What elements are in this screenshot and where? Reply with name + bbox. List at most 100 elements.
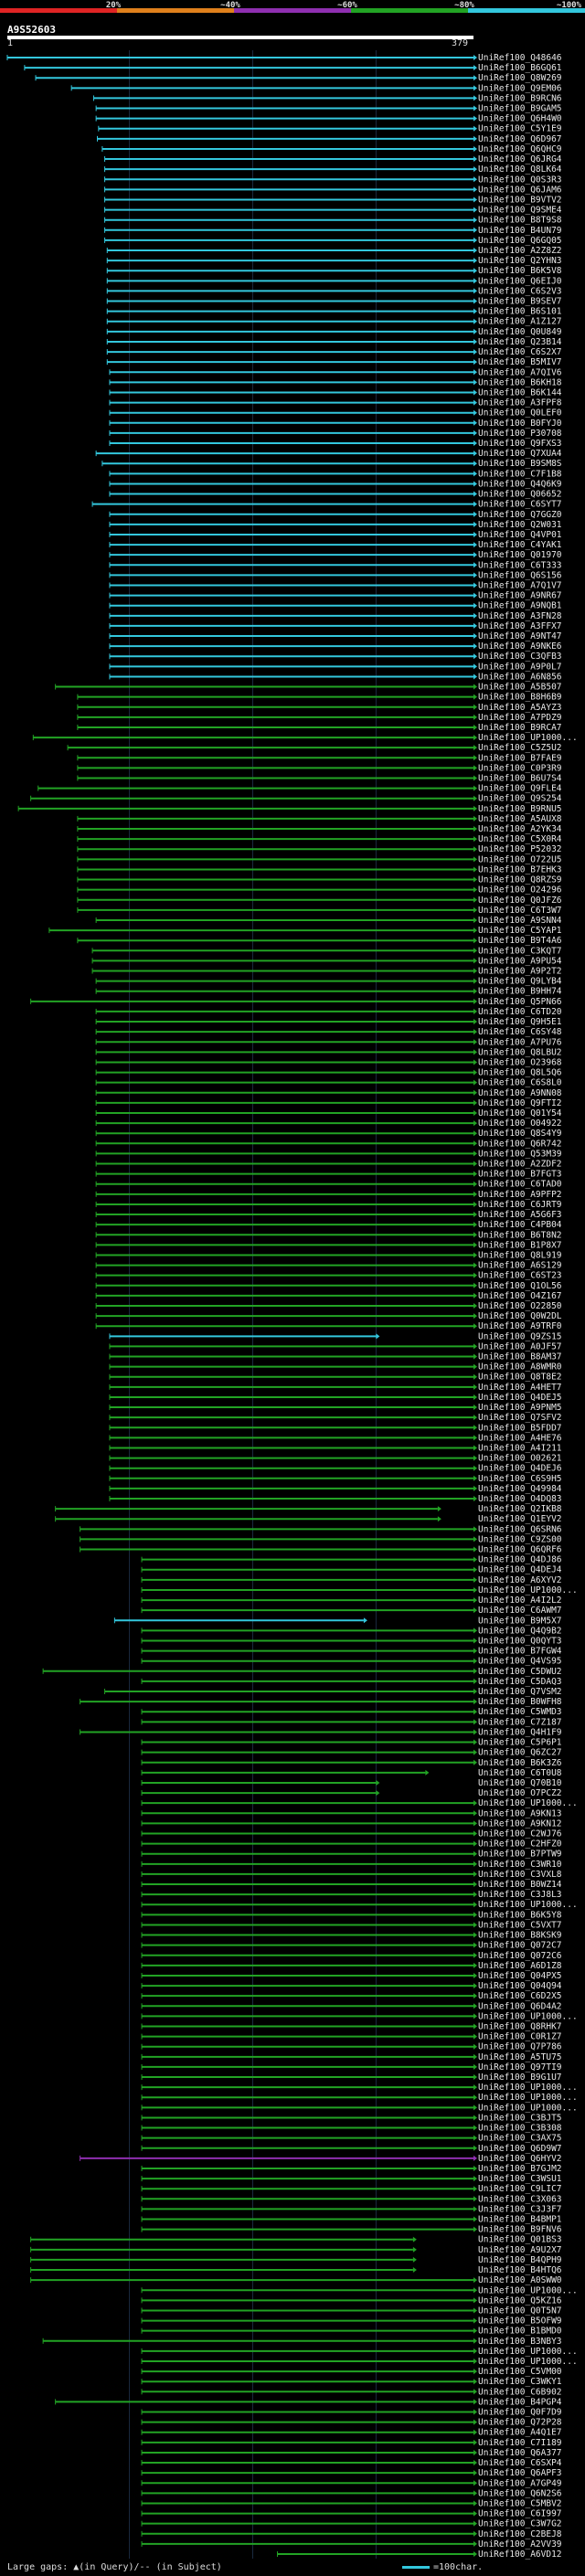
hit-label[interactable]: UniRef100_Q0W2DL [478,1311,562,1321]
hit-label[interactable]: UniRef100_B9RCN6 [478,93,562,103]
hit-label[interactable]: UniRef100_C6T333 [478,560,562,570]
hit-label[interactable]: UniRef100_A9KN13 [478,1808,562,1818]
hit-label[interactable]: UniRef100_Q7P786 [478,2042,562,2052]
hit-label[interactable]: UniRef100_B8KSK9 [478,1931,562,1941]
hit-label[interactable]: UniRef100_Q0F7D9 [478,2408,562,2418]
hit-label[interactable]: UniRef100_A4I2L2 [478,1595,562,1606]
hit-label[interactable]: UniRef100_B9T4A6 [478,936,562,946]
hit-label[interactable]: UniRef100_B7EHK3 [478,864,562,875]
hit-label[interactable]: UniRef100_Q8LBU2 [478,1047,562,1057]
hit-label[interactable]: UniRef100_Q9S254 [478,794,562,804]
hit-label[interactable]: UniRef100_A7QIV6 [478,367,562,377]
hit-label[interactable]: UniRef100_A9SNN4 [478,916,562,926]
hit-label[interactable]: UniRef100_B4QPH9 [478,2255,562,2265]
hit-label[interactable]: UniRef100_Q72P28 [478,2418,562,2428]
hit-label[interactable]: UniRef100_Q6A377 [478,2448,562,2458]
hit-label[interactable]: UniRef100_A9P0L7 [478,662,562,672]
hit-label[interactable]: UniRef100_Q48646 [478,53,562,63]
hit-label[interactable]: UniRef100_A9KN12 [478,1818,562,1829]
hit-label[interactable]: UniRef100_Q7GGZ0 [478,510,562,520]
hit-label[interactable]: UniRef100_B8H6B9 [478,693,562,703]
hit-label[interactable]: UniRef100_B1P8X7 [478,1240,562,1250]
hit-label[interactable]: UniRef100_A3FN28 [478,611,562,621]
hit-label[interactable]: UniRef100_B6K3Z6 [478,1758,562,1768]
hit-label[interactable]: UniRef100_Q6N2S6 [478,2488,562,2498]
hit-label[interactable]: UniRef100_B0FYJ0 [478,419,562,429]
hit-label[interactable]: UniRef100_C6SYT7 [478,500,562,510]
hit-label[interactable]: UniRef100_B9RCA7 [478,723,562,733]
hit-label[interactable]: UniRef100_C7I189 [478,2438,562,2448]
hit-label[interactable]: UniRef100_C6I997 [478,2509,562,2519]
hit-label[interactable]: UniRef100_O04922 [478,1118,562,1129]
hit-label[interactable]: UniRef100_A9PNM5 [478,1403,562,1413]
hit-label[interactable]: UniRef100_P30708 [478,429,562,439]
hit-label[interactable]: UniRef100_Q6R742 [478,1139,562,1149]
hit-label[interactable]: UniRef100_A9PFP2 [478,1190,562,1200]
hit-label[interactable]: UniRef100_C3QFB3 [478,652,562,662]
hit-label[interactable]: UniRef100_Q8RZS9 [478,875,562,885]
hit-label[interactable]: UniRef100_Q7VSM2 [478,1687,562,1697]
hit-label[interactable]: UniRef100_UP1000... [478,2357,578,2367]
hit-label[interactable]: UniRef100_B6KH18 [478,377,562,387]
hit-label[interactable]: UniRef100_A6VD12 [478,2549,562,2560]
hit-label[interactable]: UniRef100_Q072C6 [478,1951,562,1961]
hit-label[interactable]: UniRef100_Q9LYB4 [478,977,562,987]
hit-label[interactable]: UniRef100_B9RNU5 [478,804,562,814]
hit-label[interactable]: UniRef100_B8T9S8 [478,216,562,226]
hit-label[interactable]: UniRef100_Q1EYV2 [478,1514,562,1524]
hit-label[interactable]: UniRef100_Q4H1F9 [478,1727,562,1737]
hit-label[interactable]: UniRef100_Q8T8E2 [478,1373,562,1383]
hit-label[interactable]: UniRef100_B8AM37 [478,1352,562,1362]
hit-label[interactable]: UniRef100_C5X0R4 [478,834,562,844]
hit-label[interactable]: UniRef100_Q0S3R3 [478,175,562,185]
hit-label[interactable]: UniRef100_A4I211 [478,1443,562,1453]
hit-label[interactable]: UniRef100_B5FDD7 [478,1423,562,1433]
hit-label[interactable]: UniRef100_Q7SFV2 [478,1413,562,1423]
hit-label[interactable]: UniRef100_B6K144 [478,387,562,398]
hit-label[interactable]: UniRef100_A5AYZ3 [478,703,562,713]
hit-label[interactable]: UniRef100_A9U2X7 [478,2245,562,2255]
hit-label[interactable]: UniRef100_Q0U849 [478,327,562,337]
hit-label[interactable]: UniRef100_Q97TI9 [478,2062,562,2072]
hit-label[interactable]: UniRef100_C3BJT5 [478,2113,562,2123]
hit-label[interactable]: UniRef100_A4HE76 [478,1433,562,1443]
hit-label[interactable]: UniRef100_Q4VS95 [478,1657,562,1667]
hit-label[interactable]: UniRef100_A3FPF8 [478,398,562,408]
hit-label[interactable]: UniRef100_Q6GQ05 [478,236,562,246]
hit-label[interactable]: UniRef100_C5P6P1 [478,1738,562,1748]
hit-label[interactable]: UniRef100_Q6QRF6 [478,1545,562,1555]
hit-label[interactable]: UniRef100_C6D2X5 [478,1991,562,2001]
hit-label[interactable]: UniRef100_C6SY48 [478,1027,562,1037]
hit-label[interactable]: UniRef100_Q9H5E1 [478,1017,562,1027]
hit-label[interactable]: UniRef100_C6AWM7 [478,1606,562,1616]
hit-label[interactable]: UniRef100_Q9ZS15 [478,1331,562,1341]
hit-label[interactable]: UniRef100_Q8L919 [478,1250,562,1260]
hit-label[interactable]: UniRef100_A5AUX8 [478,814,562,824]
hit-label[interactable]: UniRef100_UP1000... [478,1798,578,1808]
hit-label[interactable]: UniRef100_O722U5 [478,854,562,864]
hit-label[interactable]: UniRef100_B4UN79 [478,226,562,236]
hit-label[interactable]: UniRef100_A5B507 [478,683,562,693]
hit-label[interactable]: UniRef100_A4Q1E7 [478,2428,562,2438]
hit-label[interactable]: UniRef100_UP1000... [478,2285,578,2295]
hit-label[interactable]: UniRef100_Q2W031 [478,520,562,530]
hit-label[interactable]: UniRef100_A6N856 [478,672,562,682]
hit-label[interactable]: UniRef100_O24296 [478,885,562,896]
hit-label[interactable]: UniRef100_UP1000... [478,2011,578,2021]
hit-label[interactable]: UniRef100_B1BMD0 [478,2327,562,2337]
hit-label[interactable]: UniRef100_A2YK34 [478,824,562,834]
hit-label[interactable]: UniRef100_B9SM8S [478,459,562,469]
hit-label[interactable]: UniRef100_A9NR67 [478,591,562,601]
hit-label[interactable]: UniRef100_UP1000... [478,2093,578,2103]
hit-label[interactable]: UniRef100_C6S2V3 [478,286,562,296]
hit-label[interactable]: UniRef100_C0P3R9 [478,763,562,773]
hit-label[interactable]: UniRef100_Q6ZC27 [478,1748,562,1758]
hit-label[interactable]: UniRef100_C5YAP1 [478,926,562,936]
hit-label[interactable]: UniRef100_C9ZS00 [478,1534,562,1544]
hit-label[interactable]: UniRef100_P52032 [478,844,562,854]
hit-label[interactable]: UniRef100_Q8W269 [478,73,562,83]
hit-label[interactable]: UniRef100_B6GQ61 [478,63,562,73]
hit-label[interactable]: UniRef100_Q6JAM6 [478,185,562,195]
hit-label[interactable]: UniRef100_O22850 [478,1301,562,1311]
hit-label[interactable]: UniRef100_Q8LK64 [478,164,562,175]
